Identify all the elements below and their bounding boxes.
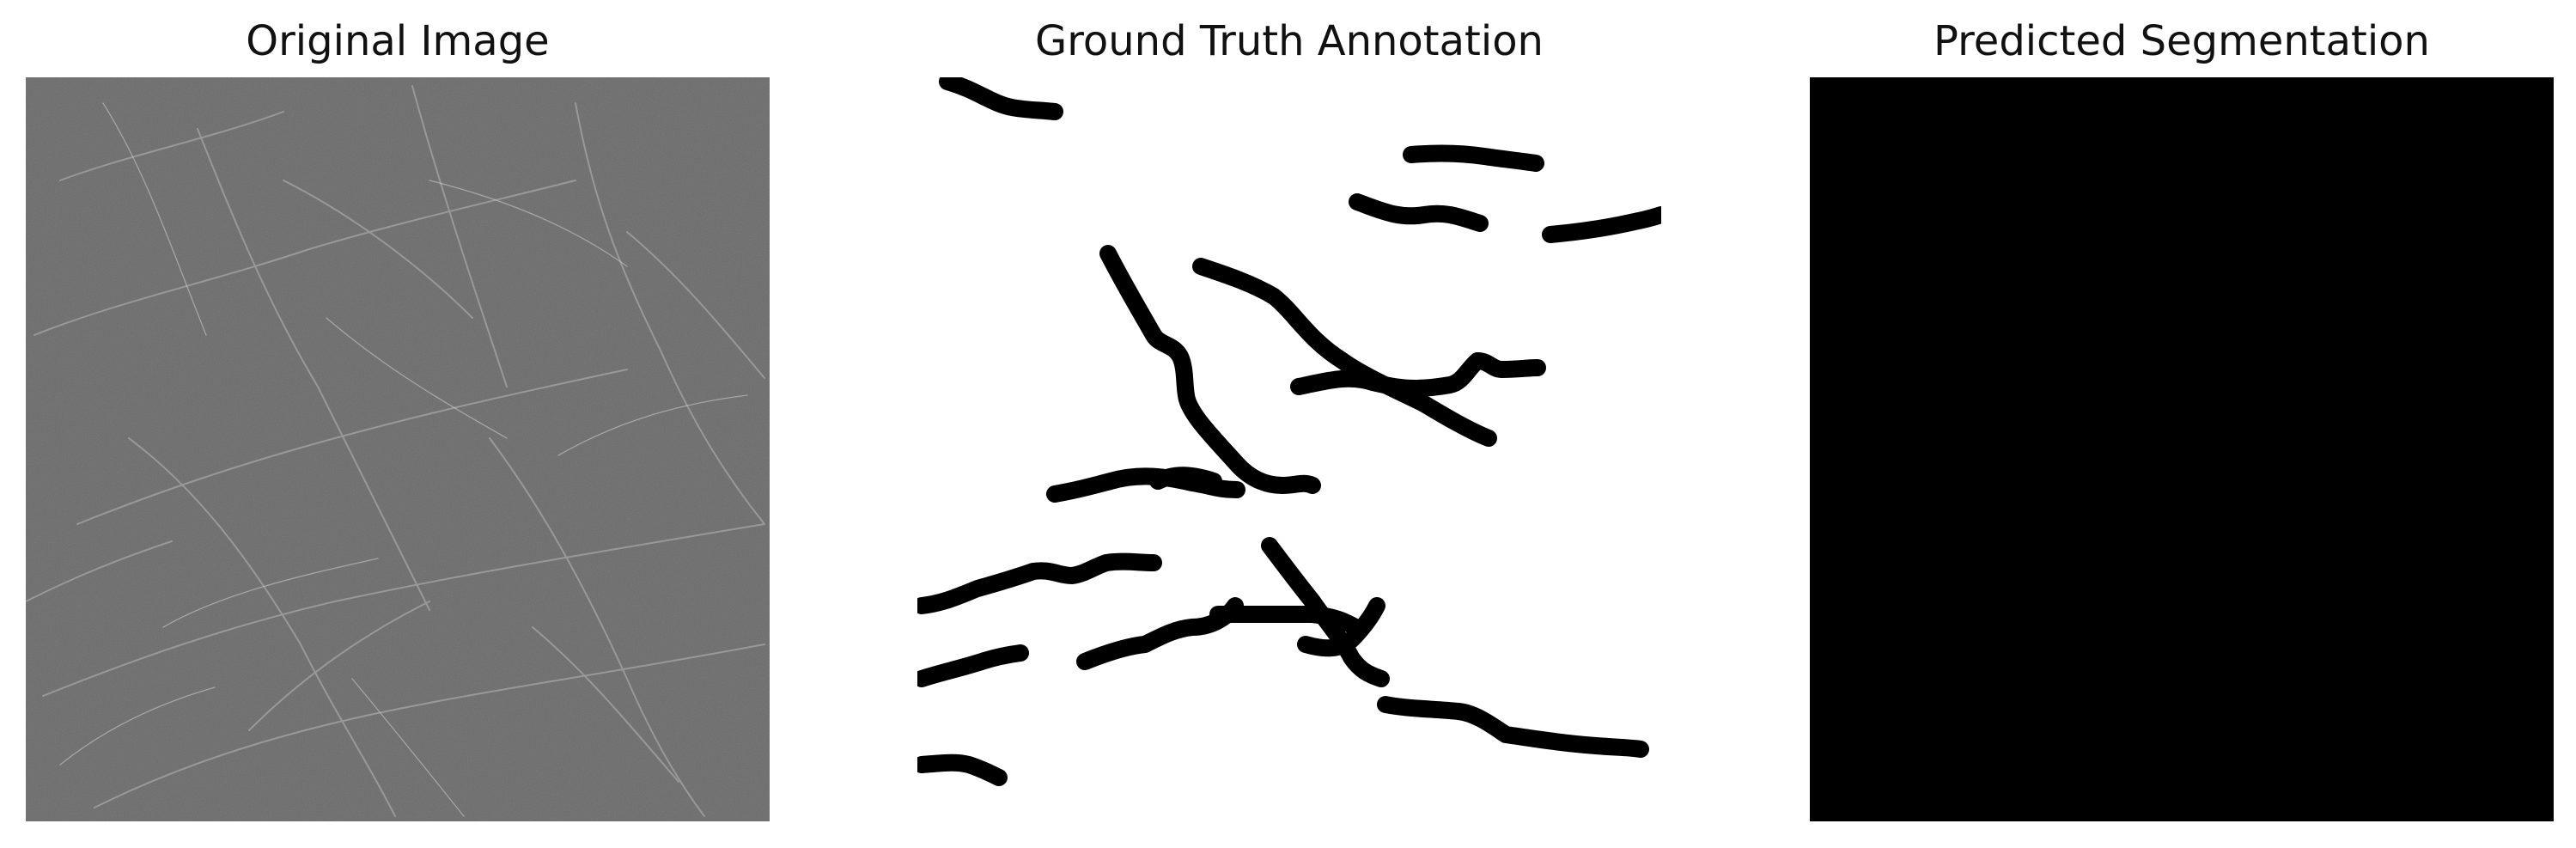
predicted-segmentation-panel bbox=[1810, 77, 2554, 821]
predicted-segmentation-title: Predicted Segmentation bbox=[1934, 17, 2430, 65]
ground-truth-annotation-image bbox=[917, 77, 1661, 821]
original-image-panel bbox=[26, 77, 770, 821]
original-image-title: Original Image bbox=[246, 17, 550, 65]
ground-truth-panel bbox=[917, 77, 1661, 821]
predicted-segmentation-image bbox=[1810, 77, 2554, 821]
ground-truth-title: Ground Truth Annotation bbox=[1035, 17, 1544, 65]
original-texture-image bbox=[26, 77, 770, 821]
